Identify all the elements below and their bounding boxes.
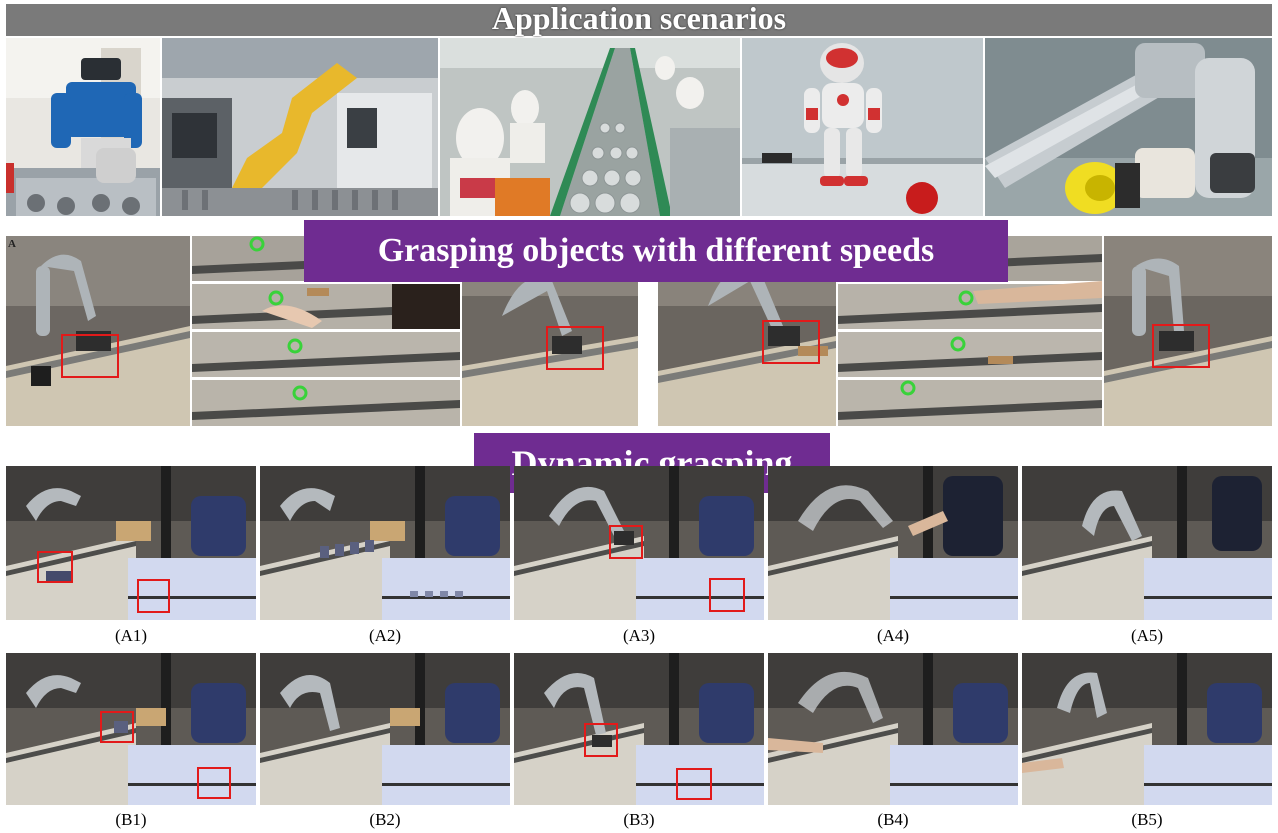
frame-b5 xyxy=(1022,653,1272,805)
dynamic-row-b xyxy=(6,653,1272,805)
application-banner-title: Application scenarios xyxy=(491,0,787,36)
frame-a3 xyxy=(514,466,764,620)
target-highlight-box xyxy=(1152,324,1210,368)
speed-strip-left xyxy=(192,236,460,426)
caption-b5: (B5) xyxy=(1131,810,1163,829)
dynamic-row-a xyxy=(6,466,1272,620)
caption-a4: (A4) xyxy=(876,626,910,645)
speed-banner: Grasping objects with different speeds xyxy=(304,220,1008,282)
industrial-arm-photo xyxy=(162,38,438,216)
factory-line-photo xyxy=(440,38,740,216)
caption-a3: (A3) xyxy=(622,626,656,645)
humanoid-robot-photo xyxy=(6,38,160,216)
panel-label-a: A xyxy=(8,238,16,250)
frame-a4 xyxy=(768,466,1018,620)
caption-b4: (B4) xyxy=(877,810,909,829)
caption-b3: (B3) xyxy=(623,810,655,829)
caption-b1: (B1) xyxy=(115,810,147,829)
frame-b2 xyxy=(260,653,510,805)
caption-a2: (A2) xyxy=(368,626,402,645)
caption-b2: (B2) xyxy=(369,810,401,829)
speed-scene-left-main: A xyxy=(6,236,190,426)
gripper-arm-photo xyxy=(985,38,1272,216)
frame-b3 xyxy=(514,653,764,805)
frame-b1 xyxy=(6,653,256,805)
speed-scene-right-end xyxy=(1104,236,1272,426)
frame-a2 xyxy=(260,466,510,620)
frame-a5 xyxy=(1022,466,1272,620)
caption-a5: (A5) xyxy=(1130,626,1164,645)
caption-a1: (A1) xyxy=(114,626,148,645)
target-highlight-box xyxy=(546,326,604,370)
target-highlight-box xyxy=(762,320,820,364)
nao-robot-photo xyxy=(742,38,983,216)
frame-a1 xyxy=(6,466,256,620)
application-banner xyxy=(6,4,1272,36)
frame-b4 xyxy=(768,653,1018,805)
target-highlight-box xyxy=(61,334,119,378)
